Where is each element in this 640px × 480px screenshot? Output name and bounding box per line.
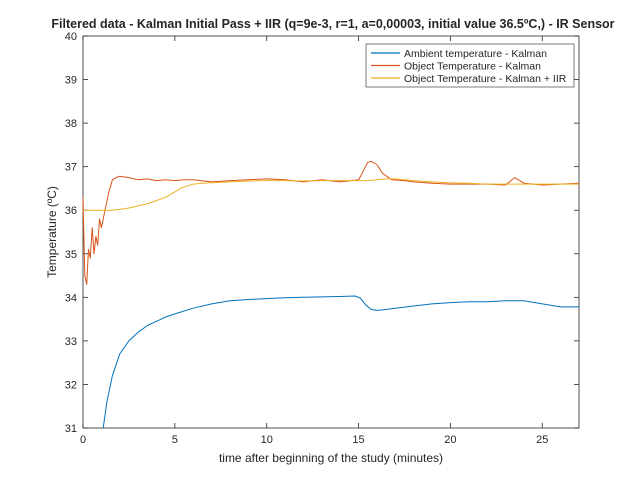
x-tick-label: 10 [261,434,273,446]
y-tick-label: 33 [65,336,77,348]
y-tick-label: 38 [65,118,77,130]
y-tick-label: 31 [65,423,77,435]
y-tick-label: 37 [65,162,77,174]
series-line-1 [102,295,579,429]
series-line-2 [82,160,580,285]
chart-title: Filtered data - Kalman Initial Pass + II… [51,17,614,31]
y-tick-label: 40 [65,31,77,43]
series-layer [82,160,580,429]
x-tick-label: 0 [80,434,86,446]
x-axis-label: time after beginning of the study (minut… [219,451,443,465]
legend-label: Object Temperature - Kalman + IIR [404,73,567,85]
x-tick-label: 15 [352,434,364,446]
x-tick-label: 25 [536,434,548,446]
x-tick-label: 20 [444,434,456,446]
y-tick-label: 32 [65,379,77,391]
y-tick-label: 39 [65,75,77,87]
ticks: 0 5 10 15 20 25 31 32 33 34 35 36 37 38 39 40 [65,31,579,446]
legend-box [365,43,575,88]
y-tick-label: 36 [65,205,77,217]
series-line-3 [83,178,579,211]
y-tick-label: 34 [65,292,77,304]
legend-label: Ambient temperature - Kalman [404,48,547,60]
x-tick-label: 5 [172,434,178,446]
y-tick-label: 35 [65,249,77,261]
plot-area: 0 5 10 15 20 25 31 32 33 34 35 36 37 38 39 40 [65,31,580,446]
y-axis-label: Temperature (ºC) [45,186,59,278]
axes-box [82,35,580,429]
legend-label: Object Temperature - Kalman [404,60,541,72]
